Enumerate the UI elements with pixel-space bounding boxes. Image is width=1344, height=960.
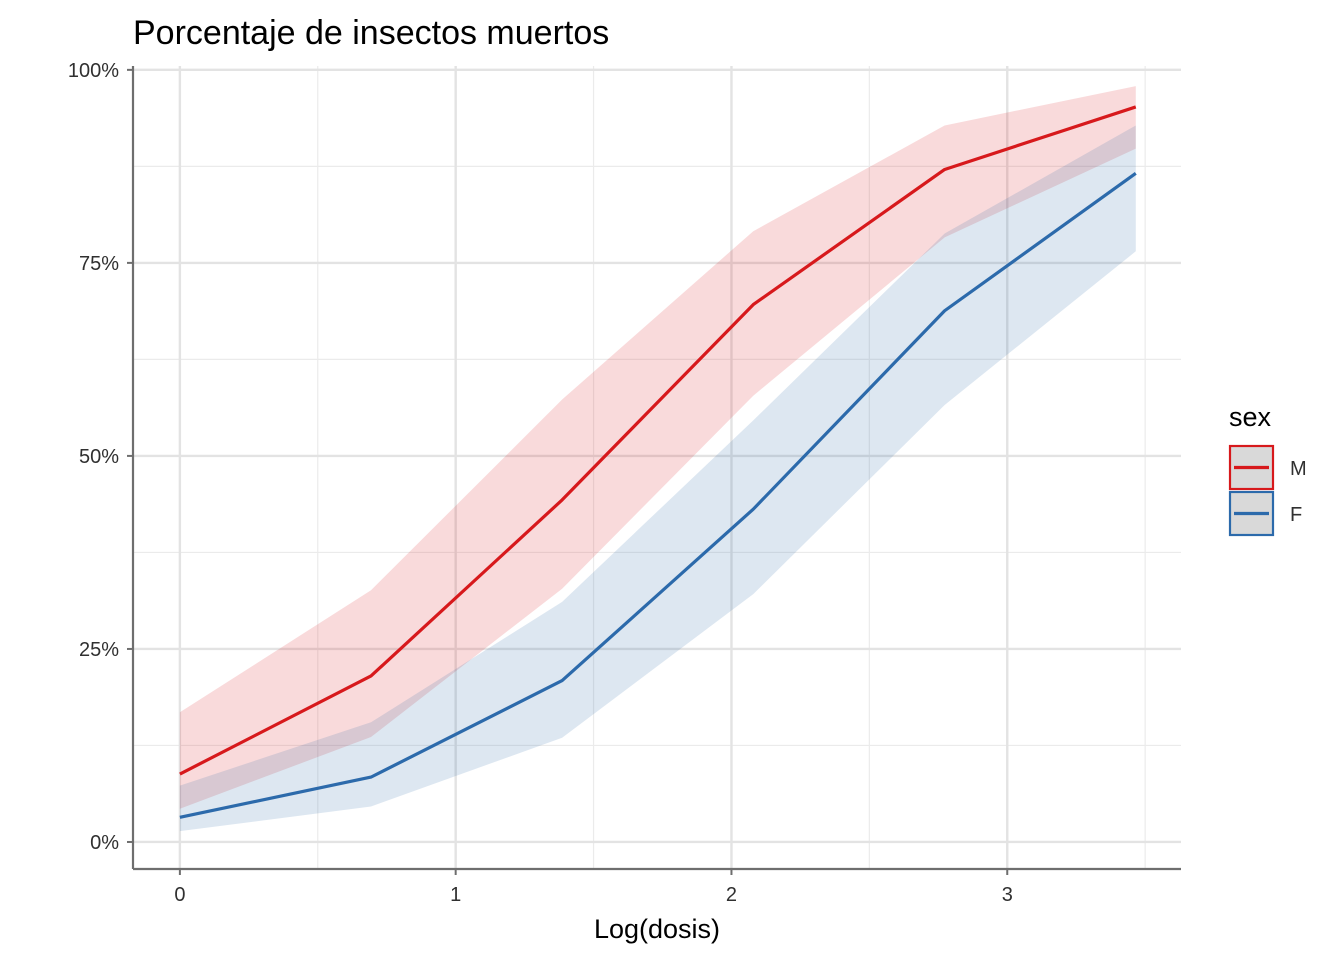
- x-tick-label: 3: [1002, 884, 1013, 906]
- legend-label: M: [1290, 458, 1307, 480]
- x-axis-ticks: 0 1 2 3: [174, 869, 1013, 906]
- ribbon-m: [179, 86, 1136, 809]
- line-f: [179, 172, 1137, 819]
- legend-item-m: M: [1228, 444, 1307, 491]
- y-tick-label: 50%: [79, 446, 119, 468]
- legend-title: sex: [1229, 402, 1272, 432]
- legend-label: F: [1290, 504, 1302, 526]
- confidence-ribbons: [179, 86, 1136, 832]
- y-axis-ticks: 0% 25% 50% 75% 100%: [68, 60, 133, 854]
- ribbon-f: [179, 125, 1136, 832]
- minor-gridlines: [133, 66, 1181, 869]
- x-tick-label: 2: [726, 884, 737, 906]
- x-tick-label: 1: [450, 884, 461, 906]
- legend: sex M F: [1228, 402, 1307, 537]
- x-tick-label: 0: [174, 884, 185, 906]
- y-tick-label: 100%: [68, 60, 119, 82]
- y-tick-label: 75%: [79, 253, 119, 275]
- legend-item-f: F: [1228, 490, 1302, 537]
- y-tick-label: 0%: [90, 832, 119, 854]
- line-m: [179, 105, 1137, 776]
- series-lines: [179, 105, 1137, 819]
- x-axis-title: Log(dosis): [594, 914, 720, 944]
- chart-title: Porcentaje de insectos muertos: [133, 14, 609, 52]
- y-tick-label: 25%: [79, 639, 119, 661]
